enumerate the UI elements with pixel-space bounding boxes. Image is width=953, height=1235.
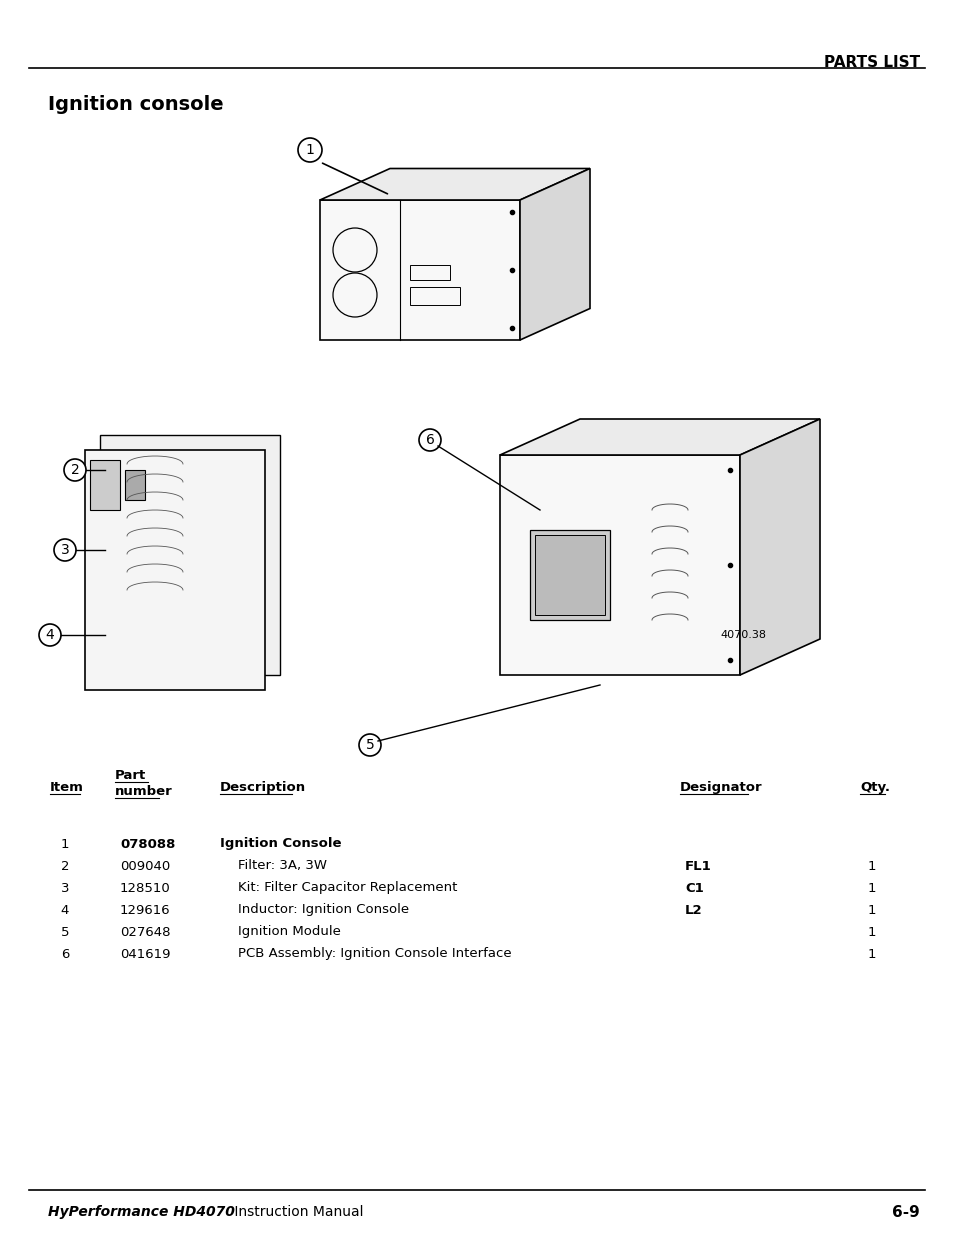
Circle shape — [64, 459, 86, 480]
Text: 129616: 129616 — [120, 904, 171, 916]
Polygon shape — [740, 419, 820, 676]
Text: Ignition Module: Ignition Module — [237, 925, 340, 939]
Text: 1: 1 — [867, 947, 876, 961]
FancyBboxPatch shape — [90, 459, 120, 510]
FancyBboxPatch shape — [125, 471, 145, 500]
Text: 4070.38: 4070.38 — [720, 630, 765, 640]
Text: Instruction Manual: Instruction Manual — [230, 1205, 363, 1219]
Text: 1: 1 — [305, 143, 314, 157]
FancyBboxPatch shape — [530, 530, 609, 620]
Text: L2: L2 — [684, 904, 702, 916]
Text: 078088: 078088 — [120, 837, 175, 851]
Circle shape — [418, 429, 440, 451]
Text: PCB Assembly: Ignition Console Interface: PCB Assembly: Ignition Console Interface — [237, 947, 511, 961]
Text: 6-9: 6-9 — [891, 1205, 919, 1220]
Text: 009040: 009040 — [120, 860, 170, 872]
Text: 5: 5 — [61, 925, 70, 939]
Text: Inductor: Ignition Console: Inductor: Ignition Console — [237, 904, 409, 916]
Text: 041619: 041619 — [120, 947, 171, 961]
Polygon shape — [319, 200, 519, 340]
Text: HyPerformance HD4070: HyPerformance HD4070 — [48, 1205, 234, 1219]
Text: Description: Description — [220, 781, 306, 794]
Polygon shape — [499, 454, 740, 676]
Text: number: number — [115, 785, 172, 798]
Text: 4: 4 — [61, 904, 70, 916]
Text: Filter: 3A, 3W: Filter: 3A, 3W — [237, 860, 327, 872]
Circle shape — [39, 624, 61, 646]
Circle shape — [358, 734, 380, 756]
Text: FL1: FL1 — [684, 860, 711, 872]
Polygon shape — [100, 435, 280, 676]
Text: Kit: Filter Capacitor Replacement: Kit: Filter Capacitor Replacement — [237, 882, 456, 894]
Text: 6: 6 — [61, 947, 70, 961]
Text: 3: 3 — [61, 882, 70, 894]
Polygon shape — [519, 168, 589, 340]
Text: 1: 1 — [867, 860, 876, 872]
Text: Qty.: Qty. — [859, 781, 889, 794]
Circle shape — [54, 538, 76, 561]
Text: 128510: 128510 — [120, 882, 171, 894]
Text: Part: Part — [115, 769, 146, 782]
Text: Ignition console: Ignition console — [48, 95, 223, 114]
Text: 1: 1 — [867, 882, 876, 894]
Text: 2: 2 — [61, 860, 70, 872]
Polygon shape — [319, 168, 589, 200]
Text: 1: 1 — [867, 904, 876, 916]
Text: 3: 3 — [61, 543, 70, 557]
Text: Ignition Console: Ignition Console — [220, 837, 341, 851]
Text: 5: 5 — [365, 739, 374, 752]
Circle shape — [297, 138, 322, 162]
FancyBboxPatch shape — [535, 535, 604, 615]
Text: PARTS LIST: PARTS LIST — [823, 56, 919, 70]
Text: 1: 1 — [61, 837, 70, 851]
Polygon shape — [85, 450, 265, 690]
Polygon shape — [499, 419, 820, 454]
Text: C1: C1 — [684, 882, 703, 894]
Text: Designator: Designator — [679, 781, 761, 794]
Text: 6: 6 — [425, 433, 434, 447]
Text: 1: 1 — [867, 925, 876, 939]
Text: Item: Item — [50, 781, 84, 794]
Text: 2: 2 — [71, 463, 79, 477]
Text: 027648: 027648 — [120, 925, 171, 939]
Text: 4: 4 — [46, 629, 54, 642]
